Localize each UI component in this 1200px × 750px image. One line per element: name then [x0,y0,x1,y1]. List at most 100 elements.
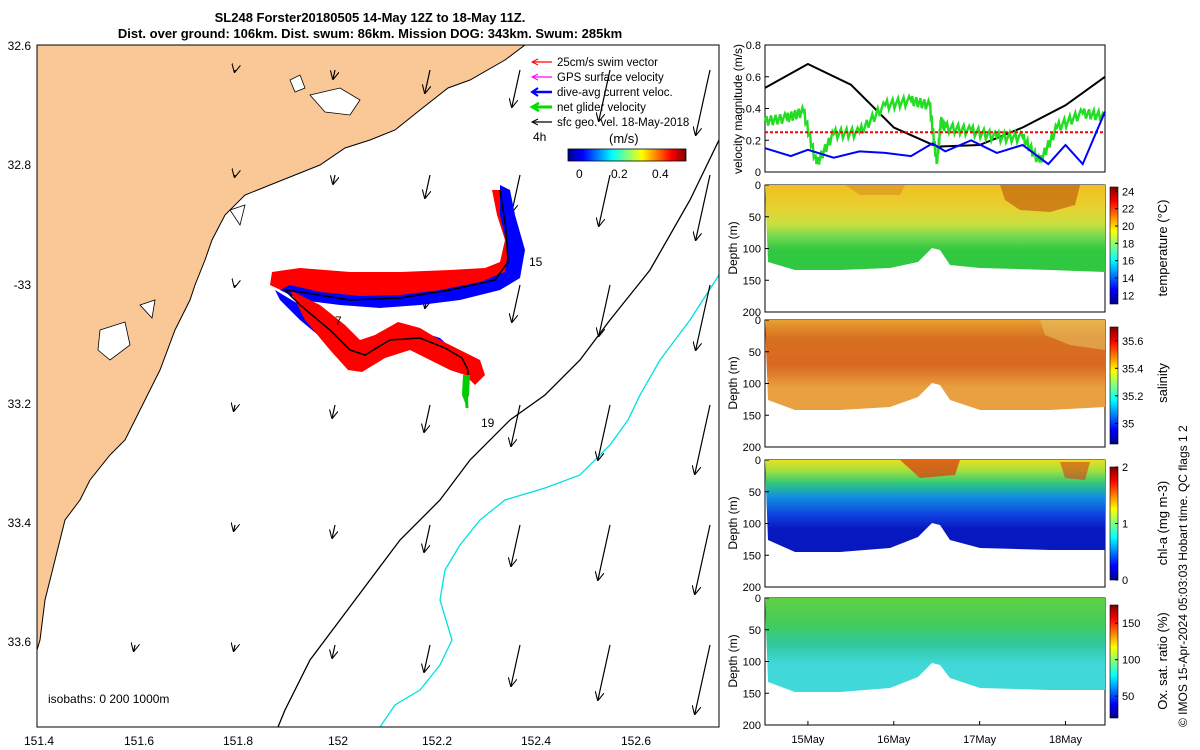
colorbar-tick: 0 [1122,575,1128,587]
temperature-colorbar [1109,186,1119,305]
chla-section: 0 50 100 150 200 Depth (m) 0 1 2 chl-a (mg m-3… [726,455,1170,594]
depth-tick: 100 [743,519,761,531]
geo-velocity-arrow [598,644,611,700]
lon-tick: 151.8 [223,734,253,748]
depth-tick: 0 [755,455,761,467]
velocity-ytick: 0.6 [746,72,761,84]
depth-tick: 100 [743,244,761,256]
lat-tick: -33 [14,278,32,292]
depth-tick: 200 [743,582,761,594]
depth-tick: 50 [749,625,761,637]
colorbar-tick-0.4: 0.4 [652,167,669,181]
depth-tick: 150 [743,688,761,700]
depth-tick: 150 [743,550,761,562]
geo-velocity-arrow [696,69,711,135]
geo-velocity-arrow [599,284,611,336]
oxygen-depth-label: Depth (m) [726,634,740,687]
legend-dive-avg-current: dive-avg current veloc. [530,87,673,99]
geo-velocity-arrow [425,174,430,198]
oxygen-colorbar [1109,604,1119,719]
geo-velocity-arrow [511,524,521,566]
lat-tick: 32.8 [8,158,32,172]
geo-velocity-arrow [234,405,235,411]
colorbar-tick: 35.6 [1122,336,1143,348]
lat-tick: 32.6 [8,39,32,53]
geo-velocity-arrow [332,644,335,658]
salinity-section: 0 50 100 150 200 Depth (m) 35 35.2 35.4 35.6 sa… [726,315,1170,454]
geo-velocity-arrow [512,284,521,322]
oxygen-section: 0 50 100 150 200 Depth (m) 50 100 150 Ox. sat.… [726,593,1170,732]
colorbar-tick: 12 [1122,290,1134,302]
legend-swim-vector: 25cm/s swim vector [530,57,658,69]
velocity-ytick: 0.2 [746,135,761,147]
colorbar-tick: 16 [1122,256,1134,268]
velocity-chart: 0 0.2 0.4 0.6 0.8 velocity magnitude (m/s) [731,40,1106,179]
glider-track [270,185,525,406]
legend-label-current: dive-avg current veloc. [557,87,673,99]
geo-velocity-arrow [332,404,335,418]
colorbar-tick-0: 0 [576,167,583,181]
depth-tick: 50 [749,487,761,499]
isobaths-label: isobaths: 0 200 1000m [48,692,169,706]
colorbar-tick: 20 [1122,221,1134,233]
legend-label-net: net glider velocity [557,102,646,114]
geo-velocity-arrow [512,69,521,107]
legend-net-glider-velocity: net glider velocity [529,101,646,114]
time-marker-4h: 4h [533,130,546,144]
legend-label-swim: 25cm/s swim vector [557,57,658,69]
geo-velocity-arrow [599,174,611,226]
depth-tick: 150 [743,410,761,422]
geo-velocity-arrow [599,69,611,121]
depth-tick: 0 [755,315,761,327]
legend-label-geo: sfc geo. vel. 18-May-2018 [557,117,689,129]
geo-velocity-arrow [333,174,335,184]
depth-tick: 0 [755,180,761,192]
geo-velocity-arrow [511,404,521,446]
lakes [97,74,361,361]
velocity-ylabel: velocity magnitude (m/s) [731,44,745,174]
geo-velocity-arrow [696,174,711,240]
oxygen-colorbar-label: Ox. sat. ratio (%) [1155,612,1170,710]
depth-tick: 50 [749,212,761,224]
depth-tick: 200 [743,307,761,319]
temperature-section: 0 50 100 150 200 Depth (m) 12 14 16 18 20 22 24 te… [726,180,1170,319]
colorbar-tick-0.2: 0.2 [611,167,628,181]
geo-velocity-arrow [695,524,711,594]
depth-tick: 200 [743,442,761,454]
geo-velocity-arrow [134,645,135,651]
velocity-ytick: 0 [755,167,761,179]
lon-tick: 152.6 [621,734,651,748]
lon-tick: 152.4 [521,734,551,748]
depth-tick: 50 [749,347,761,359]
velocity-ytick: 0.4 [746,104,761,116]
oxygen-field [765,598,1105,692]
geo-velocity-arrow [696,284,711,350]
lat-tick: 33.2 [8,397,32,411]
chla-field [765,460,1105,552]
geo-velocity-arrow [424,404,431,432]
speed-colorbar [567,148,687,162]
geo-velocity-arrow [333,69,335,79]
geo-velocity-arrow [234,645,235,651]
colorbar-tick: 50 [1122,691,1134,703]
time-marker-7: 7 [335,314,342,328]
salinity-colorbar [1109,326,1119,445]
legend-sfc-geo-velocity: sfc geo. vel. 18-May-2018 [530,117,689,129]
lat-tick: 33.4 [8,516,32,530]
colorbar-tick: 22 [1122,204,1134,216]
lon-tick: 151.6 [124,734,154,748]
time-axis: 15May 16May 17May 18May [791,721,1083,746]
map-lon-ticks: 151.4 151.6 151.8 152 152.2 152.4 152.6 [24,734,651,748]
isobath-200m [277,139,719,727]
map-lat-ticks: 32.6 32.8 -33 33.2 33.4 33.6 [8,39,32,649]
map-panel: 4h 15 7 19 isobaths: 0 200 1000m 25cm/s … [8,39,720,748]
legend-gps-velocity: GPS surface velocity [530,72,664,84]
series-line-dive-avg-current [764,111,1106,166]
geo-velocity-arrow [424,524,431,552]
time-tick: 16May [877,734,911,746]
temperature-depth-label: Depth (m) [726,221,740,274]
legend-label-gps: GPS surface velocity [557,72,664,84]
geo-velocity-arrow [598,524,611,580]
depth-tick: 200 [743,720,761,732]
geo-velocity-arrow [695,644,711,714]
